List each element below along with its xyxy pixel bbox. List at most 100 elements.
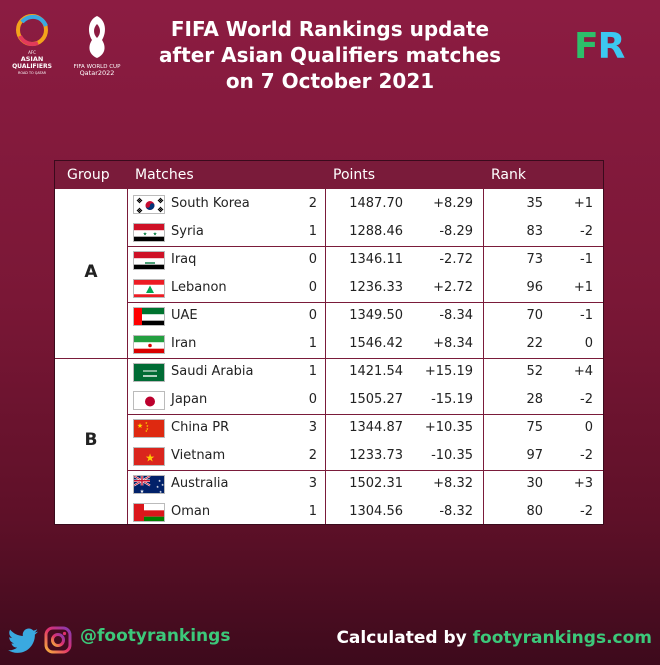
points-change: -15.19 [431,392,473,407]
match-score: 1 [308,224,317,239]
svg-text:★: ★ [158,479,161,483]
table-header-row: Group Matches Points Rank [55,161,603,189]
team-name: China PR [171,420,230,435]
iraq-flag-icon [133,251,165,270]
svg-text:Qatar2022: Qatar2022 [80,69,115,77]
header-rank: Rank [491,167,526,183]
team-name: Australia [171,476,229,491]
match-score: 1 [308,336,317,351]
rank-value: 30 [526,476,543,491]
team-name: Oman [171,504,211,519]
rank-value: 97 [526,448,543,463]
team-name: Lebanon [171,280,227,295]
points-value: 1233.73 [349,448,403,463]
svg-text:★: ★ [161,483,164,487]
points-value: 1349.50 [349,308,403,323]
rank-change: +1 [573,196,593,211]
svg-text:★: ★ [156,485,159,489]
website-link[interactable]: footyrankings.com [472,628,652,648]
table-row: South Korea 2 1487.70 +8.29 35 +1 [127,190,603,218]
footyrankings-logo: FR [574,26,625,67]
team-name: Vietnam [171,448,226,463]
table-row: Iraq 0 1346.11 -2.72 73 -1 [127,246,603,274]
team-name: Saudi Arabia [171,364,254,379]
south-korea-flag-icon [133,195,165,214]
china-flag-icon: ★ ★ ★ ★ ★ [133,419,165,438]
points-value: 1304.56 [349,504,403,519]
points-value: 1288.46 [349,224,403,239]
syria-flag-icon: ★ ★ [133,223,165,242]
group-label: B [84,430,98,450]
rankings-table: Group Matches Points Rank South Korea 2 14… [54,160,604,525]
vietnam-flag-icon: ★ [133,447,165,466]
points-change: -8.32 [439,504,473,519]
svg-text:★: ★ [153,232,158,238]
oman-flag-icon [133,503,165,522]
match-divider [127,414,603,415]
rank-change: 0 [584,336,593,351]
points-change: +10.35 [424,420,473,435]
points-value: 1487.70 [349,196,403,211]
rank-change: -2 [580,504,593,519]
match-score: 3 [308,420,317,435]
table-row: Oman 1 1304.56 -8.32 80 -2 [127,498,603,526]
team-name: UAE [171,308,198,323]
svg-text:★: ★ [146,427,149,431]
twitter-icon[interactable] [8,628,38,654]
points-change: +8.32 [433,476,473,491]
rank-value: 75 [526,420,543,435]
japan-flag-icon [133,391,165,410]
points-change: -8.29 [439,224,473,239]
team-name: Japan [171,392,208,407]
table-row: ★ ★ ★ ★ ★ China PR 3 1344.87 +10.35 75 0 [127,414,603,442]
svg-text:QUALIFIERS: QUALIFIERS [12,63,52,70]
team-name: South Korea [171,196,250,211]
group-divider [55,358,603,359]
match-score: 3 [308,476,317,491]
lebanon-flag-icon [133,279,165,298]
points-change: -10.35 [431,448,473,463]
rank-value: 96 [526,280,543,295]
rank-value: 73 [526,252,543,267]
title-line-2: after Asian Qualifiers matches [158,43,502,67]
rank-change: -2 [580,224,593,239]
match-score: 0 [308,252,317,267]
rank-change: +1 [573,280,593,295]
team-name: Iran [171,336,197,351]
match-divider [127,302,603,303]
instagram-icon[interactable] [44,626,72,654]
match-score: 0 [308,308,317,323]
rank-change: -2 [580,448,593,463]
svg-text:★: ★ [145,452,155,465]
rank-value: 70 [526,308,543,323]
points-value: 1505.27 [349,392,403,407]
match-divider [127,246,603,247]
page-title: FIFA World Rankings update after Asian Q… [140,16,520,94]
svg-text:ROAD TO QATAR: ROAD TO QATAR [18,71,47,75]
social-handle[interactable]: @footyrankings [80,626,231,646]
points-change: +8.29 [433,196,473,211]
header-matches: Matches [135,167,194,183]
svg-text:★: ★ [146,424,149,428]
points-value: 1346.11 [349,252,403,267]
group-label: A [84,262,98,282]
svg-text:★: ★ [143,232,148,238]
column-divider [325,161,326,524]
column-divider [127,161,128,524]
uae-flag-icon [133,307,165,326]
svg-text:★: ★ [145,421,148,425]
table-row: Iran 1 1546.42 +8.34 22 0 [127,330,603,358]
points-change: +2.72 [433,280,473,295]
points-change: -2.72 [439,252,473,267]
match-score: 2 [308,196,317,211]
svg-text:★: ★ [159,490,162,494]
rank-change: -1 [580,252,593,267]
match-divider [127,470,603,471]
match-score: 0 [308,280,317,295]
rank-value: 80 [526,504,543,519]
afc-asian-qualifiers-logo: AFC ASIAN QUALIFIERS ROAD TO QATAR [12,14,52,75]
header-points: Points [333,167,376,183]
rank-change: -2 [580,392,593,407]
rank-change: 0 [584,420,593,435]
table-row: Japan 0 1505.27 -15.19 28 -2 [127,386,603,414]
